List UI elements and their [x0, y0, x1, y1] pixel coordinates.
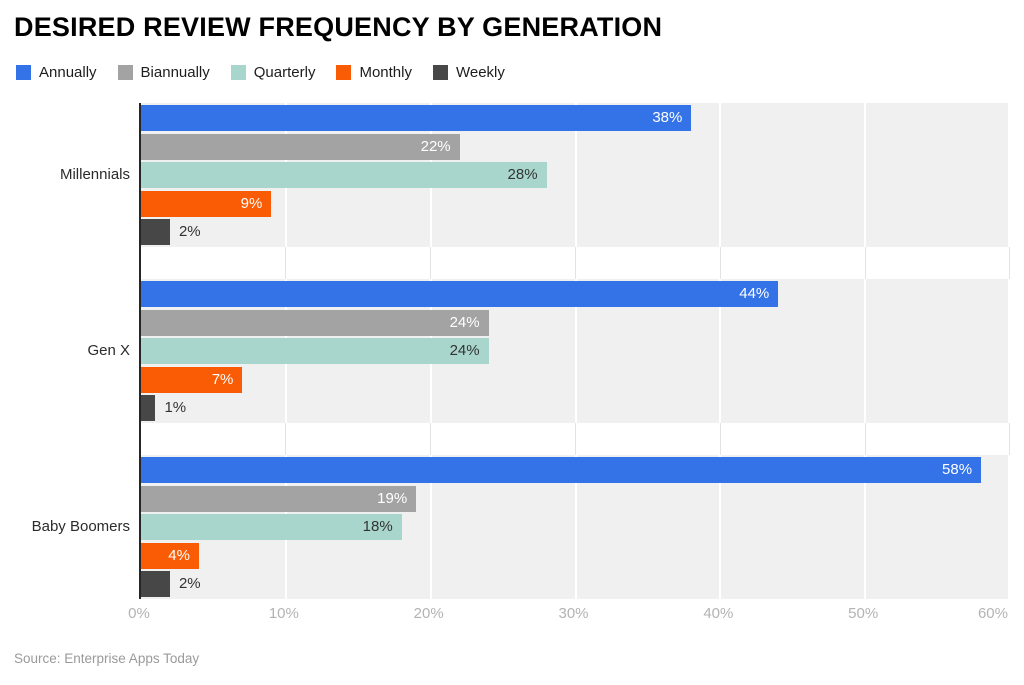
bar-row: 4% [141, 542, 1010, 569]
category-axis: Millennials Gen X Baby Boomers [0, 103, 130, 599]
bar-row: 58% [141, 457, 1010, 483]
bar-value-label: 38% [652, 109, 683, 126]
bar-row: 9% [141, 190, 1010, 217]
bar-value-label: 58% [942, 461, 973, 478]
bar-value-label: 19% [377, 489, 408, 507]
bar-value-label: 2% [178, 223, 201, 240]
bar-value-label: 9% [240, 194, 263, 212]
gridline-band [719, 455, 722, 599]
gridline-band [719, 103, 722, 247]
bar-row: 2% [141, 571, 1010, 597]
bar-baby-boomers-quarterly [141, 514, 402, 540]
bar-row: 19% [141, 485, 1010, 512]
legend-item-monthly: Monthly [336, 65, 412, 80]
bar-millennials-monthly [141, 190, 272, 217]
bar-gen-x-annually [141, 281, 779, 307]
gridline-band [1008, 103, 1010, 247]
bar-millennials-quarterly [141, 162, 547, 188]
legend-swatch-weekly [432, 65, 448, 80]
bar-value-label: 1% [164, 399, 187, 416]
x-tick-label: 30% [558, 605, 589, 622]
gridline-band [574, 103, 577, 247]
bar-row: 18% [141, 514, 1010, 540]
gridline-band [574, 455, 577, 599]
legend-item-biannually: Biannually [117, 64, 210, 81]
legend-label: Biannually [140, 64, 210, 81]
bar-baby-boomers-monthly [141, 542, 199, 569]
bar-gen-x-biannually [141, 309, 489, 336]
x-tick-label: 20% [413, 605, 444, 622]
bar-gen-x-monthly [141, 366, 243, 393]
x-tick-label: 60% [977, 605, 1008, 622]
legend-swatch-annually [16, 65, 31, 80]
gridline-band [574, 279, 577, 423]
group-band-gen-x: 44% 24% 24% 7% 1% [141, 279, 1010, 423]
bar-baby-boomers-biannually [141, 485, 417, 512]
x-axis: 0% 10% 20% 30% 40% 50% 60% [128, 605, 1008, 625]
bar-row: 38% [141, 105, 1010, 131]
x-tick-label: 40% [703, 605, 734, 622]
gridline-band [864, 103, 867, 247]
gridline-band [719, 279, 722, 423]
bar-gen-x-weekly [141, 395, 156, 421]
bar-millennials-biannually [141, 133, 460, 160]
gridline-band [1008, 455, 1010, 599]
gridline-band [864, 279, 867, 423]
group-band-millennials: 38% 22% 28% 9% 2% [141, 103, 1010, 247]
bar-value-label: 24% [449, 342, 480, 359]
bar-gen-x-quarterly [141, 338, 489, 364]
category-label-gen-x: Gen X [87, 342, 130, 359]
bar-row: 24% [141, 309, 1010, 336]
bar-baby-boomers-annually [141, 457, 982, 483]
legend-swatch-biannually [117, 65, 133, 80]
bar-baby-boomers-weekly [141, 571, 170, 597]
legend-label: Monthly [359, 64, 412, 81]
bar-value-label: 4% [168, 546, 190, 564]
bar-row: 28% [141, 162, 1010, 188]
legend-label: Annually [39, 64, 97, 81]
bar-value-label: 18% [362, 518, 393, 535]
chart-title: DESIRED REVIEW FREQUENCY BY GENERATION [14, 12, 663, 42]
bar-value-label: 22% [420, 137, 451, 155]
bar-row: 7% [141, 366, 1010, 393]
plot-area: 38% 22% 28% 9% 2% 44% 24% 24% 7% 1% 58% 19% 18% 4% 2% [139, 103, 1010, 599]
bar-value-label: 44% [739, 285, 770, 302]
bar-value-label: 28% [507, 166, 538, 183]
gridline-band [429, 455, 432, 599]
legend: Annually Biannually Quarterly Monthly Weekly [16, 65, 505, 80]
bar-value-label: 2% [178, 575, 201, 592]
category-label-baby-boomers: Baby Boomers [31, 518, 130, 535]
bar-row: 24% [141, 338, 1010, 364]
bar-row: 2% [141, 219, 1010, 245]
bar-row: 22% [141, 133, 1010, 160]
legend-item-quarterly: Quarterly [230, 64, 316, 81]
bar-value-label: 24% [449, 313, 480, 331]
group-band-baby-boomers: 58% 19% 18% 4% 2% [141, 455, 1010, 599]
legend-swatch-quarterly [230, 65, 246, 80]
bar-millennials-annually [141, 105, 692, 131]
source-text: Source: Enterprise Apps Today [14, 651, 200, 666]
category-label-millennials: Millennials [59, 166, 130, 183]
bar-value-label: 7% [211, 370, 234, 388]
legend-swatch-monthly [336, 65, 352, 80]
bar-row: 44% [141, 281, 1010, 307]
gridline-band [864, 455, 867, 599]
bar-millennials-weekly [141, 219, 170, 245]
legend-item-weekly: Weekly [432, 64, 505, 81]
legend-label: Quarterly [253, 64, 316, 81]
legend-label: Weekly [455, 64, 505, 81]
bar-row: 1% [141, 395, 1010, 421]
x-tick-label: 50% [848, 605, 879, 622]
gridline-band [1008, 279, 1010, 423]
x-tick-label: 0% [128, 605, 150, 622]
x-tick-label: 10% [268, 605, 299, 622]
legend-item-annually: Annually [16, 65, 97, 80]
